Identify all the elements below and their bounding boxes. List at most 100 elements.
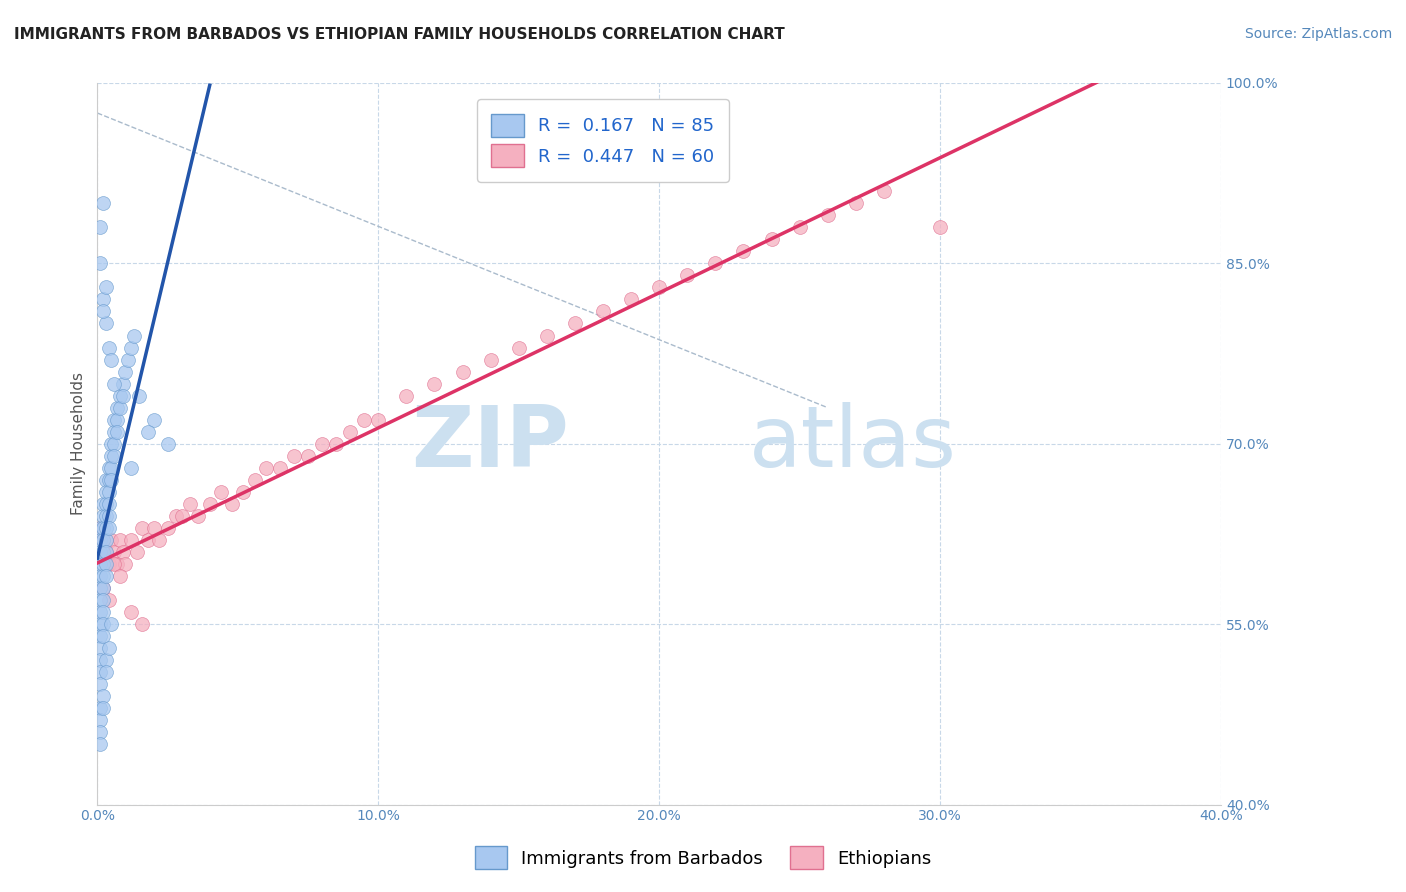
Point (297, 449, 319, 463)
Point (620, 293, 643, 307)
Point (128, 389, 150, 403)
Point (221, 497, 243, 511)
Point (592, 304, 614, 318)
Point (94, 569, 117, 583)
Point (108, 569, 131, 583)
Point (789, 220, 811, 235)
Point (97, 641, 120, 656)
Point (148, 533, 170, 547)
Point (91, 533, 114, 547)
Point (89, 521, 111, 535)
Point (156, 437, 179, 451)
Point (89, 557, 111, 571)
Point (120, 341, 142, 355)
Point (817, 208, 839, 222)
Point (111, 389, 134, 403)
Point (89, 701, 111, 715)
Point (100, 352, 122, 367)
Point (105, 425, 128, 439)
Point (103, 413, 125, 427)
Point (91, 508, 114, 523)
Text: ZIP: ZIP (412, 402, 569, 485)
Legend: Immigrants from Barbados, Ethiopians: Immigrants from Barbados, Ethiopians (465, 838, 941, 879)
Point (395, 389, 418, 403)
Point (209, 484, 232, 499)
Point (165, 508, 187, 523)
Point (111, 545, 134, 559)
Point (120, 533, 142, 547)
Point (89, 629, 111, 643)
Point (120, 605, 142, 619)
Point (94, 473, 117, 487)
Point (94, 497, 117, 511)
Point (536, 328, 558, 343)
Point (100, 533, 122, 547)
Point (97, 497, 120, 511)
Point (89, 653, 111, 667)
Point (131, 617, 153, 632)
Point (103, 376, 125, 391)
Point (94, 545, 117, 559)
Point (704, 256, 727, 270)
Point (91, 304, 114, 318)
Text: atlas: atlas (749, 402, 957, 485)
Point (94, 521, 117, 535)
Point (761, 232, 783, 246)
Point (353, 413, 375, 427)
Point (254, 460, 277, 475)
Point (94, 557, 117, 571)
Point (94, 317, 117, 331)
Point (325, 437, 347, 451)
Point (100, 449, 122, 463)
Legend: R =  0.167   N = 85, R =  0.447   N = 60: R = 0.167 N = 85, R = 0.447 N = 60 (477, 99, 728, 182)
Point (733, 244, 755, 259)
Point (89, 725, 111, 739)
Point (94, 508, 117, 523)
Point (564, 317, 586, 331)
Text: IMMIGRANTS FROM BARBADOS VS ETHIOPIAN FAMILY HOUSEHOLDS CORRELATION CHART: IMMIGRANTS FROM BARBADOS VS ETHIOPIAN FA… (14, 27, 785, 42)
Point (103, 425, 125, 439)
Point (136, 425, 159, 439)
Point (91, 617, 114, 632)
Point (103, 437, 125, 451)
Point (91, 497, 114, 511)
Point (91, 701, 114, 715)
Point (269, 460, 291, 475)
Point (91, 545, 114, 559)
Point (648, 280, 671, 294)
Point (103, 449, 125, 463)
Point (108, 389, 131, 403)
Point (117, 352, 139, 367)
Point (873, 184, 896, 198)
Point (89, 665, 111, 680)
Point (142, 413, 165, 427)
Point (103, 557, 125, 571)
Point (114, 557, 136, 571)
Point (100, 617, 122, 632)
Point (179, 497, 201, 511)
Point (89, 641, 111, 656)
Point (339, 425, 361, 439)
Y-axis label: Family Households: Family Households (72, 372, 86, 516)
Point (91, 629, 114, 643)
Point (89, 677, 111, 691)
Point (170, 508, 193, 523)
Point (451, 365, 474, 379)
Point (94, 653, 117, 667)
Point (91, 521, 114, 535)
Point (97, 557, 120, 571)
Point (111, 376, 134, 391)
Point (91, 293, 114, 307)
Point (845, 196, 868, 211)
Point (89, 714, 111, 728)
Point (91, 557, 114, 571)
Point (929, 220, 952, 235)
Point (108, 401, 131, 415)
Point (103, 545, 125, 559)
Point (89, 521, 111, 535)
Point (232, 484, 254, 499)
Point (131, 521, 153, 535)
Point (105, 557, 128, 571)
Point (114, 365, 136, 379)
Point (89, 581, 111, 595)
